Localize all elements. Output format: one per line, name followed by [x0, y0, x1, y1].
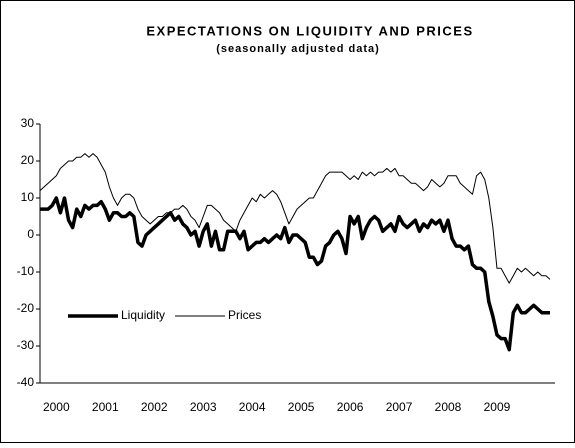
y-tick-label: -30 — [17, 338, 35, 352]
y-tick-label: 10 — [21, 190, 35, 204]
series-line — [39, 153, 551, 284]
series-line — [40, 196, 550, 352]
x-tick-label: 2008 — [435, 400, 462, 414]
x-tick-label: 2004 — [239, 400, 266, 414]
y-tick-label: -40 — [17, 375, 35, 389]
chart-title: EXPECTATIONS ON LIQUIDITY AND PRICES — [146, 23, 473, 38]
legend-label: Prices — [228, 308, 261, 322]
x-tick-label: 2002 — [141, 400, 168, 414]
x-tick-label: 2009 — [484, 400, 511, 414]
chart-subtitle: (seasonally adjusted data) — [216, 43, 380, 55]
y-tick-label: 20 — [21, 153, 35, 167]
x-tick-label: 2007 — [386, 400, 413, 414]
x-tick-label: 2000 — [43, 400, 70, 414]
legend-label: Liquidity — [121, 308, 165, 322]
x-tick-label: 2001 — [92, 400, 119, 414]
y-tick-label: -20 — [17, 301, 35, 315]
x-tick-label: 2006 — [337, 400, 364, 414]
y-tick-label: -10 — [17, 264, 35, 278]
x-tick-label: 2003 — [190, 400, 217, 414]
y-tick-label: 0 — [27, 227, 34, 241]
y-tick-label: 30 — [21, 116, 35, 130]
x-tick-label: 2005 — [288, 400, 315, 414]
